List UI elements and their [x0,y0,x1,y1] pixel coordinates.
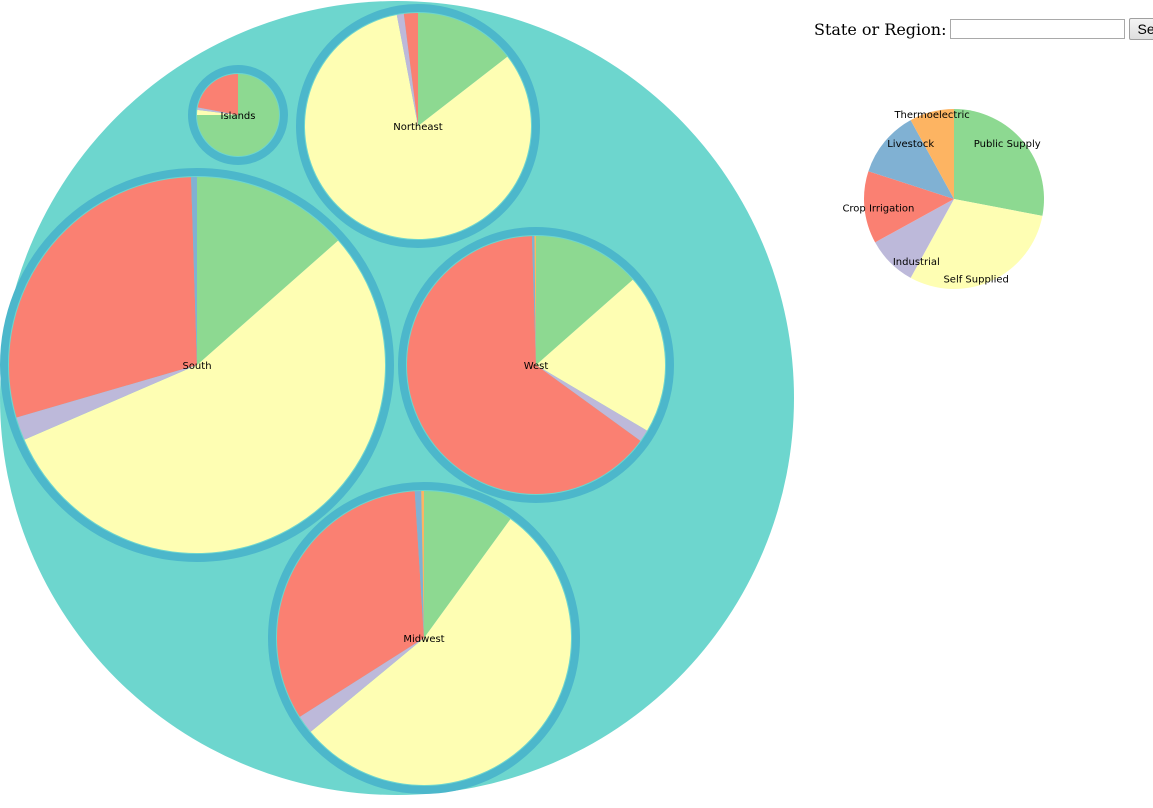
region-ring [296,4,540,248]
region-label: West [524,361,549,372]
region-ring [188,65,288,165]
legend-slice-crop-irrigation[interactable] [864,171,954,243]
region-west-slice-thermoelectric[interactable] [534,236,536,365]
region-northeast[interactable]: Northeast [296,4,540,248]
region-midwest-slice-crop-irrigation[interactable] [277,491,424,717]
legend-label-self-supplied: Self Supplied [943,275,1008,286]
search-label: State or Region: [814,19,947,39]
legend-slice-public-supply[interactable] [954,109,1044,216]
region-label: Islands [221,111,256,122]
search-button[interactable]: Search [1129,18,1153,40]
legend-label-industrial: Industrial [893,257,940,268]
region-midwest-slice-livestock[interactable] [414,491,424,638]
legend-label-thermoelectric: Thermoelectric [893,110,969,121]
region-islands-slice-industrial[interactable] [197,107,238,115]
region-midwest[interactable]: Midwest [268,482,580,794]
legend-label-livestock: Livestock [887,139,934,150]
region-south-slice-industrial[interactable] [16,365,198,440]
region-south-slice-crop-irrigation[interactable] [8,177,198,418]
region-south-slice-public-supply[interactable] [197,177,339,365]
bubble-pie-chart: Islands Northeast South West Midwest [0,1,794,795]
region-islands-slice-self-supplied[interactable] [197,109,238,115]
search-input[interactable] [950,19,1126,39]
region-label: Northeast [393,122,442,133]
legend-slice-livestock[interactable] [868,120,954,199]
region-ring [0,168,394,562]
region-northeast-slice-crop-irrigation[interactable] [403,13,418,126]
region-midwest-slice-self-supplied[interactable] [310,519,572,786]
region-west-slice-crop-irrigation[interactable] [407,236,641,494]
region-islands[interactable]: Islands [188,65,288,165]
region-midwest-slice-thermoelectric[interactable] [421,491,424,638]
region-midwest-slice-industrial[interactable] [299,638,424,732]
legend-label-public-supply: Public Supply [974,139,1041,150]
search-bar: State or Region: Search [814,17,1153,41]
region-south-slice-self-supplied[interactable] [24,240,386,553]
region-west-slice-public-supply[interactable] [536,236,633,365]
region-ring [398,227,674,503]
region-northeast-slice-industrial[interactable] [396,13,418,127]
region-west-slice-self-supplied[interactable] [536,279,665,431]
region-label: South [182,361,211,372]
region-northeast-slice-public-supply[interactable] [418,13,508,126]
legend-slice-industrial[interactable] [875,199,954,278]
region-west-slice-livestock[interactable] [531,236,536,365]
regions-layer: Islands Northeast South West Midwest [0,4,674,794]
region-west[interactable]: West [398,227,674,503]
region-midwest-slice-public-supply[interactable] [424,491,511,638]
region-south[interactable]: South [0,168,394,562]
region-ring [268,482,580,794]
region-label: Midwest [403,634,444,645]
region-islands-slice-crop-irrigation[interactable] [197,74,238,115]
region-west-slice-industrial[interactable] [536,365,648,441]
legend-slice-self-supplied[interactable] [910,199,1043,289]
region-south-slice-livestock[interactable] [191,177,197,365]
region-northeast-slice-self-supplied[interactable] [305,15,531,239]
legend-label-crop-irrigation: Crop Irrigation [842,203,914,214]
legend-slice-thermoelectric[interactable] [910,109,954,199]
